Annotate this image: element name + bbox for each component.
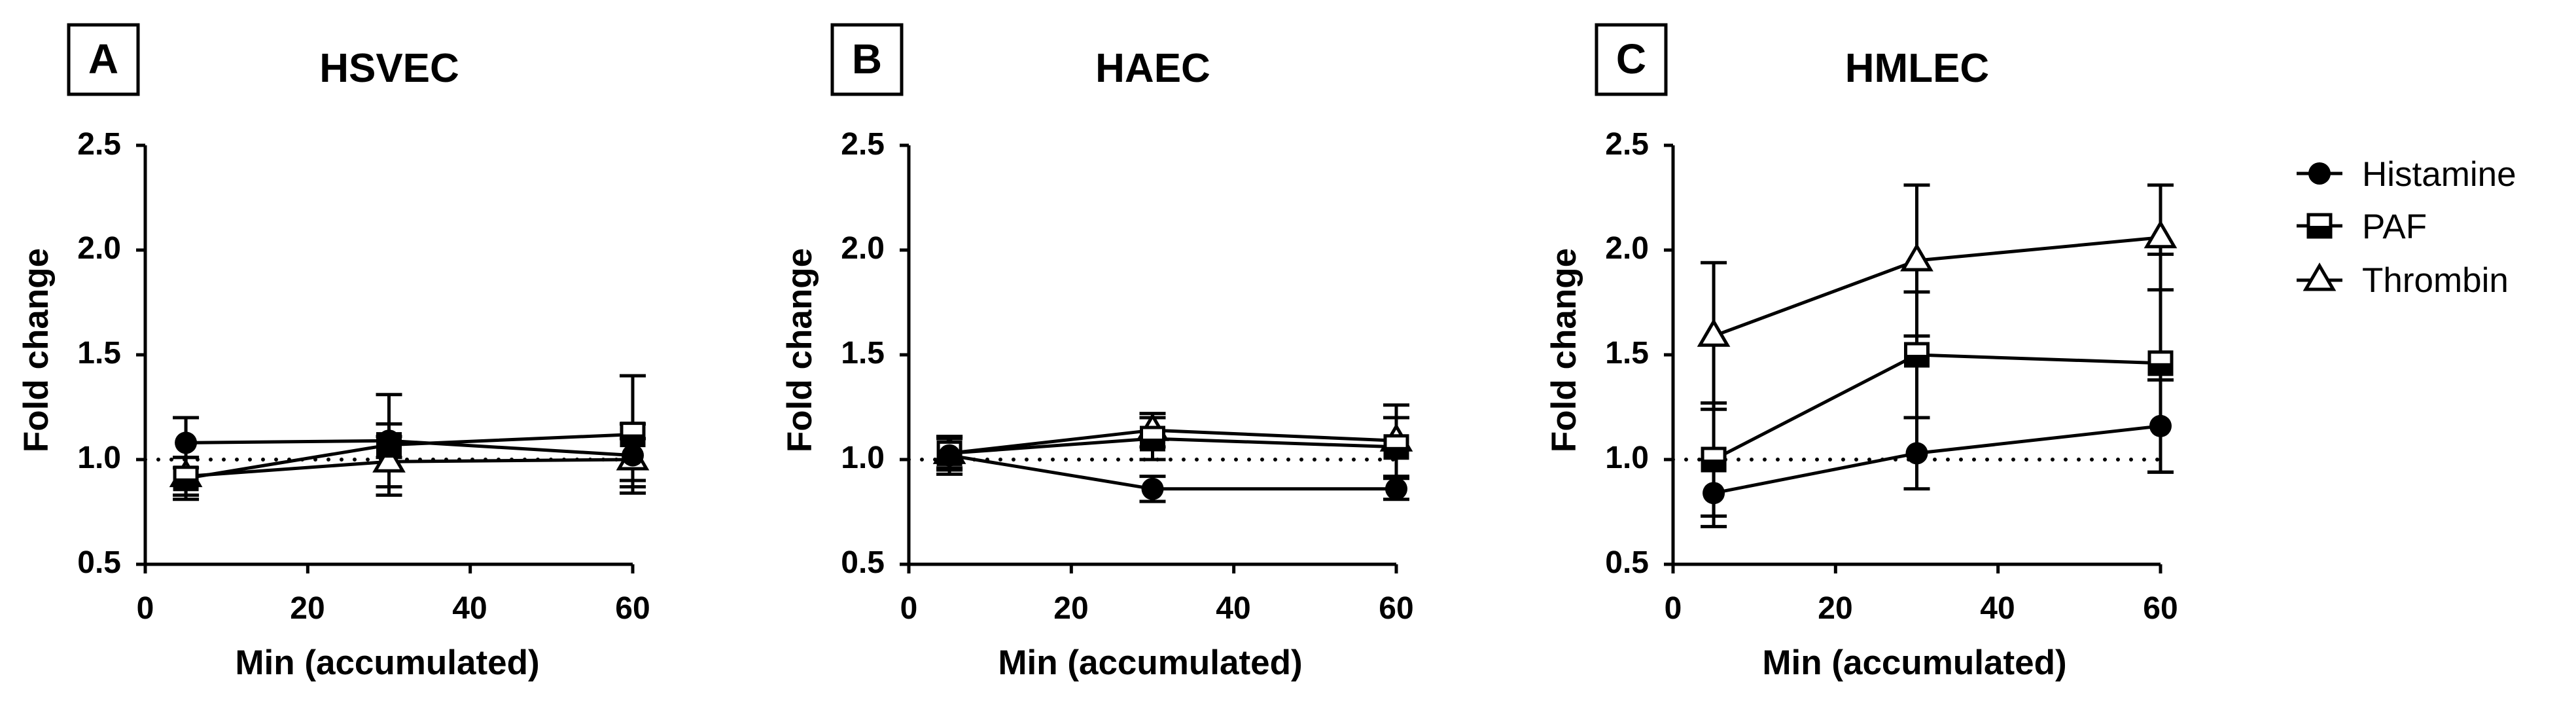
y-tick-label: 2.5 — [1605, 127, 1649, 162]
data-point-paf — [620, 422, 646, 448]
data-point-histamine — [1905, 442, 1928, 465]
data-point-paf — [1140, 426, 1165, 452]
series-line-paf — [1712, 353, 2161, 462]
data-point-histamine — [1703, 482, 1725, 505]
x-tick-label: 0 — [900, 591, 918, 626]
y-tick-label: 2.0 — [841, 231, 885, 266]
data-point-histamine — [938, 444, 961, 467]
y-tick-label: 2.5 — [841, 127, 885, 162]
panel-title: HAEC — [1095, 46, 1210, 91]
plot-area — [1664, 143, 2178, 573]
panel-a: A HSVEC Fold change Min (accumulated) 0.… — [17, 23, 650, 682]
y-tick-label: 1.0 — [1605, 441, 1649, 475]
data-point-paf — [173, 465, 199, 492]
panel-letter-box — [1595, 23, 1668, 96]
x-axis-title: Min (accumulated) — [998, 644, 1302, 682]
data-point-thrombin — [1697, 318, 1731, 347]
y-tick-label: 0.5 — [841, 545, 885, 580]
data-point-histamine — [2149, 414, 2172, 437]
data-point-paf — [2147, 350, 2174, 376]
y-tick-label: 2.0 — [77, 231, 121, 266]
x-tick-label: 0 — [1665, 591, 1682, 626]
y-tick-label: 0.5 — [1605, 545, 1649, 580]
data-point-histamine — [378, 429, 400, 452]
y-tick-label: 1.5 — [77, 336, 121, 371]
panel-letter: A — [88, 35, 118, 82]
legend-item-thrombin: Thrombin — [2297, 261, 2509, 300]
x-tick-label: 40 — [1980, 591, 2015, 626]
x-tick-label: 40 — [1216, 591, 1250, 626]
y-tick-label: 1.5 — [841, 336, 885, 371]
data-point-histamine — [1385, 477, 1407, 500]
legend-label: PAF — [2362, 208, 2427, 246]
panel-letter: C — [1616, 35, 1646, 82]
y-tick-label: 1.0 — [77, 441, 121, 475]
data-point-paf — [1383, 434, 1409, 460]
x-tick-label: 20 — [290, 591, 325, 626]
x-axis-title: Min (accumulated) — [1762, 644, 2066, 682]
legend: Histamine PAF Thrombin — [2297, 155, 2516, 300]
x-tick-label: 20 — [1053, 591, 1088, 626]
x-tick-label: 40 — [452, 591, 487, 626]
legend-marker-filled-circle — [2308, 162, 2331, 185]
panel-title: HMLEC — [1845, 46, 1989, 91]
y-axis-title: Fold change — [17, 248, 56, 452]
legend-marker-half-filled-square — [2306, 213, 2333, 239]
x-tick-label: 0 — [137, 591, 154, 626]
legend-label: Histamine — [2362, 155, 2516, 194]
panel-b: B HAEC Fold change Min (accumulated) 0.5… — [781, 23, 1414, 682]
y-tick-label: 0.5 — [77, 545, 121, 580]
y-tick-label: 1.5 — [1605, 336, 1649, 371]
data-point-paf — [1701, 446, 1727, 473]
data-point-thrombin — [372, 444, 406, 473]
series-line-thrombin — [1713, 236, 2161, 338]
data-point-histamine — [1141, 477, 1164, 500]
panel-letter-box — [830, 23, 904, 96]
legend-item-histamine: Histamine — [2297, 155, 2516, 194]
y-tick-label: 2.5 — [77, 127, 121, 162]
x-tick-label: 60 — [1379, 591, 1413, 626]
x-tick-label: 60 — [615, 591, 650, 626]
x-tick-label: 20 — [1818, 591, 1852, 626]
plot-area — [900, 143, 1413, 573]
data-point-thrombin — [2144, 219, 2178, 249]
data-point-histamine — [175, 431, 198, 454]
x-axis-title: Min (accumulated) — [235, 644, 539, 682]
panel-letter-box — [67, 23, 140, 96]
legend-marker-open-triangle — [2303, 263, 2337, 291]
data-point-paf — [1904, 342, 1930, 368]
legend-item-paf: PAF — [2297, 208, 2427, 246]
y-axis-title: Fold change — [1545, 248, 1583, 452]
plot-area — [136, 143, 650, 573]
panel-c: C HMLEC Fold change Min (accumulated) 0.… — [1545, 23, 2178, 682]
data-point-histamine — [622, 444, 644, 467]
data-point-thrombin — [1900, 243, 1933, 272]
legend-label: Thrombin — [2362, 261, 2509, 300]
panel-title: HSVEC — [319, 46, 459, 91]
y-tick-label: 1.0 — [841, 441, 885, 475]
panel-letter: B — [852, 35, 882, 82]
x-tick-label: 60 — [2143, 591, 2178, 626]
y-tick-label: 2.0 — [1605, 231, 1649, 266]
y-axis-title: Fold change — [781, 248, 819, 452]
